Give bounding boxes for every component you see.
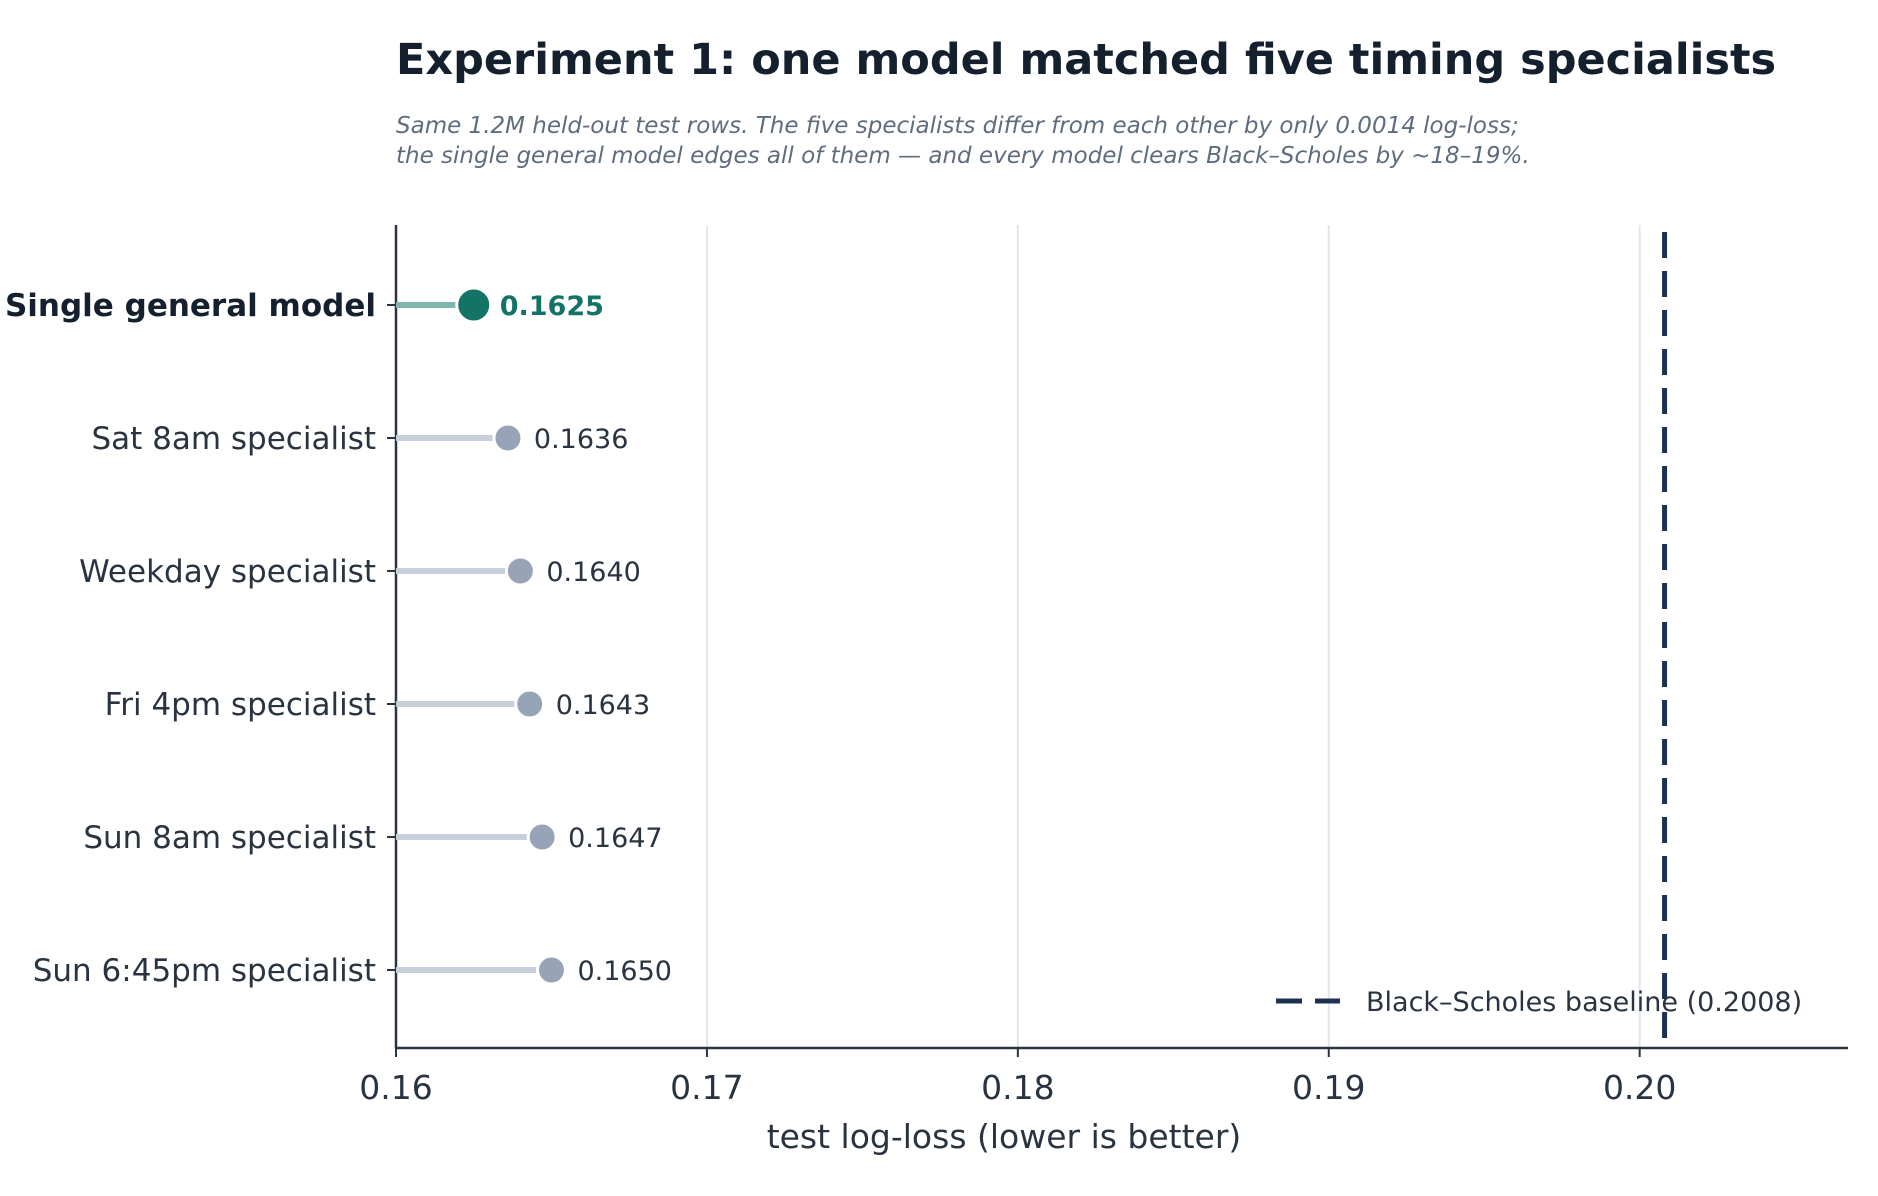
chart-subtitle-line-2: the single general model edges all of th…	[396, 143, 1530, 169]
x-tick-label: 0.18	[981, 1068, 1054, 1107]
category-label: Fri 4pm specialist	[105, 687, 376, 723]
x-tick-label: 0.17	[670, 1068, 743, 1107]
data-point	[526, 821, 558, 853]
value-label: 0.1643	[556, 690, 650, 721]
category-label: Sun 8am specialist	[83, 820, 376, 856]
plot-area: 0.16 0.17 0.18 0.19 0.20 Single general model…	[5, 225, 1848, 1107]
data-point	[535, 954, 567, 986]
x-tick-label: 0.16	[359, 1068, 432, 1107]
chart-title: Experiment 1: one model matched five tim…	[396, 35, 1776, 85]
category-label: Sun 6:45pm specialist	[33, 953, 376, 989]
value-label: 0.1625	[500, 291, 604, 322]
data-point	[492, 422, 524, 454]
value-label: 0.1640	[546, 557, 640, 588]
data-point	[455, 286, 493, 324]
value-label: 0.1636	[534, 424, 628, 455]
value-label: 0.1650	[577, 956, 671, 987]
category-label: Sat 8am specialist	[91, 421, 376, 457]
x-tick-label: 0.20	[1603, 1068, 1676, 1107]
category-label: Weekday specialist	[79, 554, 376, 590]
category-label: Single general model	[5, 288, 376, 324]
x-tick-label: 0.19	[1292, 1068, 1365, 1107]
data-point	[514, 688, 546, 720]
chart-subtitle-line-1: Same 1.2M held-out test rows. The five s…	[396, 113, 1519, 139]
data-point	[504, 555, 536, 587]
x-axis-title: test log-loss (lower is better)	[767, 1117, 1242, 1156]
legend-label: Black–Scholes baseline (0.2008)	[1366, 987, 1802, 1018]
value-label: 0.1647	[568, 823, 662, 854]
